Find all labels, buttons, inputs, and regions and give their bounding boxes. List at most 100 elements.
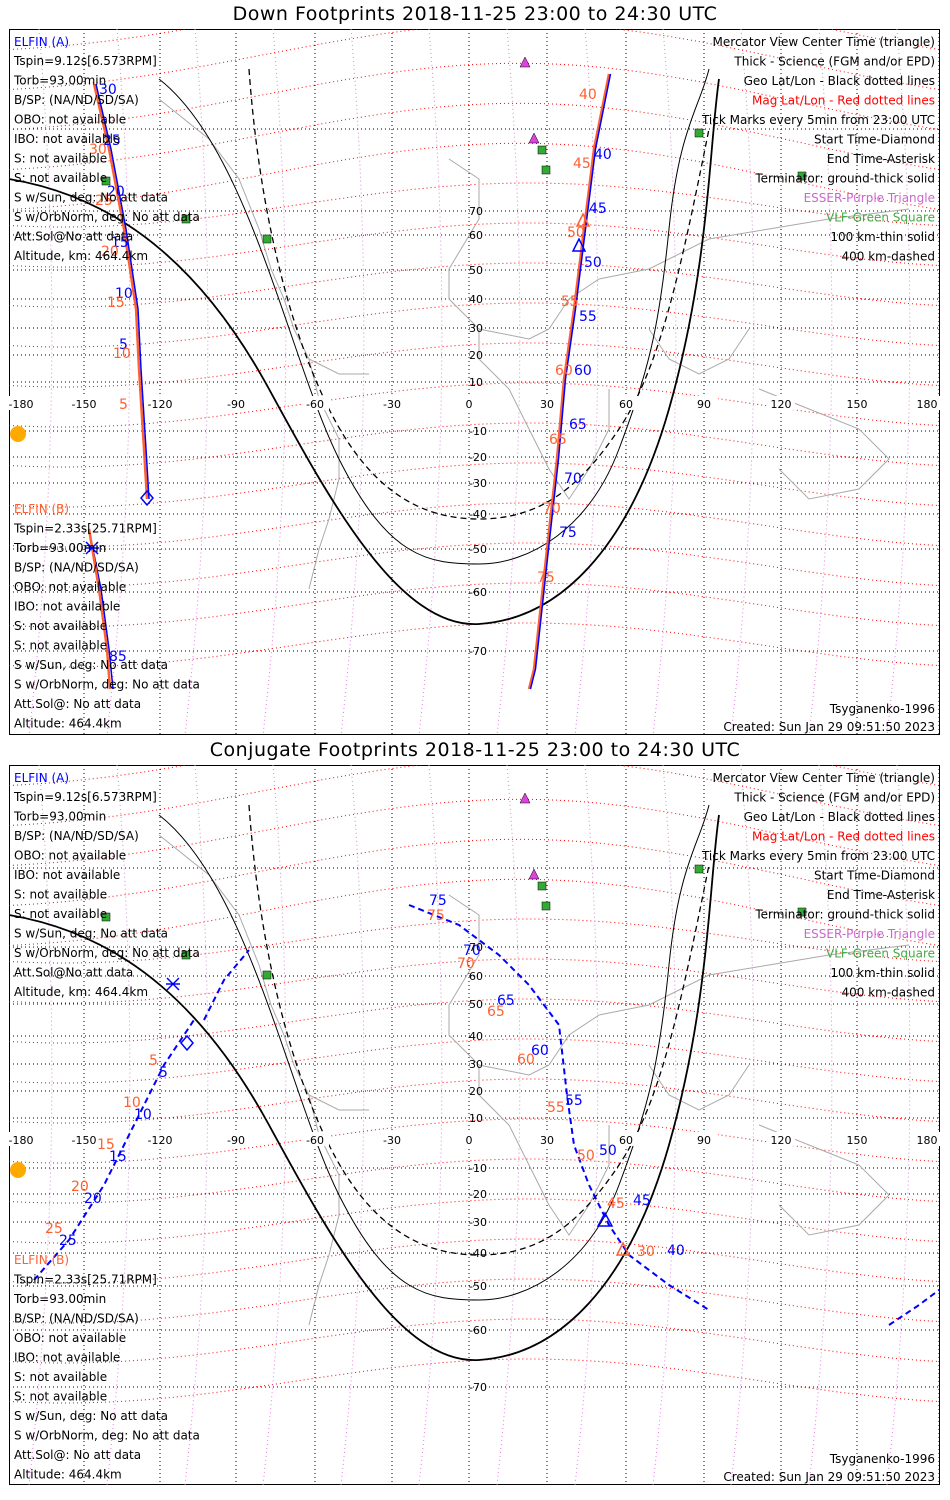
lat-label: 40 [469,1030,483,1043]
elfin-a-track-west [95,83,150,500]
mag-lon-line [496,29,521,735]
lon-label: 60 [619,1134,633,1147]
lon-label: -60 [306,1134,324,1147]
lon-label-bg [843,396,871,410]
mag-lon-line [184,29,209,735]
elfin-b-info: S: not available [14,1390,107,1404]
elfin-a-tick-label: 45 [633,1193,651,1209]
lon-label: 180 [917,398,938,411]
lon-label-bg [767,396,795,410]
elfin-b-tick-label: 75 [427,908,445,924]
elfin-b-info: Tspin=2.33s[25.71RPM] [13,522,157,536]
lon-label-bg [9,1132,23,1146]
elfin-a-tick-label: 60 [574,363,592,379]
elfin-a-info: Altitude, km: 464.4km [14,249,148,263]
lon-label: -60 [306,398,324,411]
elfin-a-end-asterisk [85,541,99,555]
elfin-a-info: S: not available [14,152,107,166]
elfin-a-tick-label: 65 [497,993,515,1009]
elfin-a-tick-label: 45 [589,201,607,217]
mag-lon-line [418,29,443,735]
mag-lon-line [28,765,53,1485]
elfin-b-tick-label: 50 [577,1148,595,1164]
elfin-a-tick-label: 55 [579,309,597,325]
geographic-grid [9,29,940,735]
elfin-a-start-diamond [180,1034,194,1052]
vlf-square-marker [694,128,704,138]
elfin-b-tick-label: 25 [95,193,113,209]
lon-label-bg [533,396,561,410]
elfin-a-info: OBO: not available [14,113,126,127]
terminator-400km [248,68,710,520]
lon-label-bg [925,1132,942,1146]
elfin-a-tick-label: 75 [559,525,577,541]
coastline [448,158,910,340]
legend-right: Mercator View Center Time (triangle) Thic… [701,771,935,1000]
elfin-a-tick-label: 50 [599,1143,617,1159]
elfin-a-info: Torb=93.00min [13,74,106,88]
lat-label: -60 [469,1324,487,1337]
legend-right: Mercator View Center Time (triangle) Thic… [701,35,935,264]
legend-item: Start Time-Diamond [814,869,935,883]
lon-label-bg [70,1132,98,1146]
elfin-a-info: S: not available [14,888,107,902]
elfin-a-info: OBO: not available [14,849,126,863]
elfin-b-track-west [92,83,149,500]
sun-icon [10,1162,26,1178]
lat-label: 10 [469,376,483,389]
elfin-a-info: B/SP: (NA/ND/SD/SA) [14,93,139,107]
elfin-a-header: ELFIN (A) [14,771,69,785]
legend-elfin-b: ELFIN (B) Tspin=2.33s[25.71RPM] Torb=93.00… [13,1253,200,1482]
elfin-a-tick-label: 15 [109,1149,127,1165]
elfin-a-info: S: not available [14,907,107,921]
magnetic-grid [9,765,940,1485]
elfin-a-info: Altitude, km: 464.4km [14,985,148,999]
elfin-a-info: S: not available [14,171,107,185]
elfin-b-info: Torb=93.00min [13,1292,106,1306]
down-footprint-map[interactable]: -180 -150 -120 -90 -60 -30 0 30 60 90 120 150 180 70 6… [9,29,942,735]
lon-label-bg [378,396,406,410]
elfin-b-tick-label: 75 [537,570,555,586]
legend-item: Mercator View Center Time (triangle) [713,35,935,49]
elfin-b-info: IBO: not available [14,600,120,614]
mag-lon-line [886,29,911,735]
elfin-b-tick-label: 10 [113,346,131,362]
elfin-b-info: Att.Sol@: No att data [14,1448,141,1462]
lon-label-bg [378,1132,406,1146]
lat-label: -20 [469,1188,487,1201]
elfin-b-tick-label: 45 [573,156,591,172]
coastline [448,894,910,1076]
elfin-b-tick-label: 60 [517,1052,535,1068]
lat-label: -30 [469,1216,487,1229]
elfin-b-info: S w/Sun, deg: No att data [14,658,168,672]
elfin-b-center-triangle [615,1241,631,1256]
lon-label: -90 [227,1134,245,1147]
elfin-a-tick-label: 60 [531,1043,549,1059]
elfin-a-tick-label: 30 [99,82,117,98]
elfin-b-tick-label: 70 [457,956,475,972]
conjugate-footprint-map[interactable]: -180 -150 -120 -90 -60 -30 0 30 60 90 120 150 180706… [9,765,942,1485]
elfin-b-track-south [87,528,112,690]
legend-item: Terminator: ground-thick solid [754,908,935,922]
terminator-ground [9,78,720,625]
lat-label: 50 [469,998,483,1011]
lon-label-bg [222,396,250,410]
elfin-a-info: Tspin=9.12s[6.573RPM] [13,54,157,68]
elfin-b-tick-label: 65 [549,432,567,448]
elfin-b-info: S w/Sun, deg: No att data [14,1409,168,1423]
model-name: Tsyganenko-1996 [829,702,935,716]
vlf-square-marker [541,165,551,175]
elfin-a-tick-label: 10 [115,286,133,302]
mag-lon-line [652,765,677,1485]
elfin-a-info: Att.Sol@No att data [14,230,133,244]
lat-label: -60 [469,586,487,599]
panel-title-down: Down Footprints 2018-11-25 23:00 to 24:3… [232,3,718,25]
elfin-a-info: Torb=93.00min [13,810,106,824]
lat-label: -40 [469,508,487,521]
elfin-a-tick-label: 50 [584,255,602,271]
elfin-b-track-east [527,73,611,690]
mag-lon-line [808,765,833,1485]
coastlines [158,98,910,590]
elfin-a-header: ELFIN (A) [14,35,69,49]
lat-label: 50 [469,264,483,277]
